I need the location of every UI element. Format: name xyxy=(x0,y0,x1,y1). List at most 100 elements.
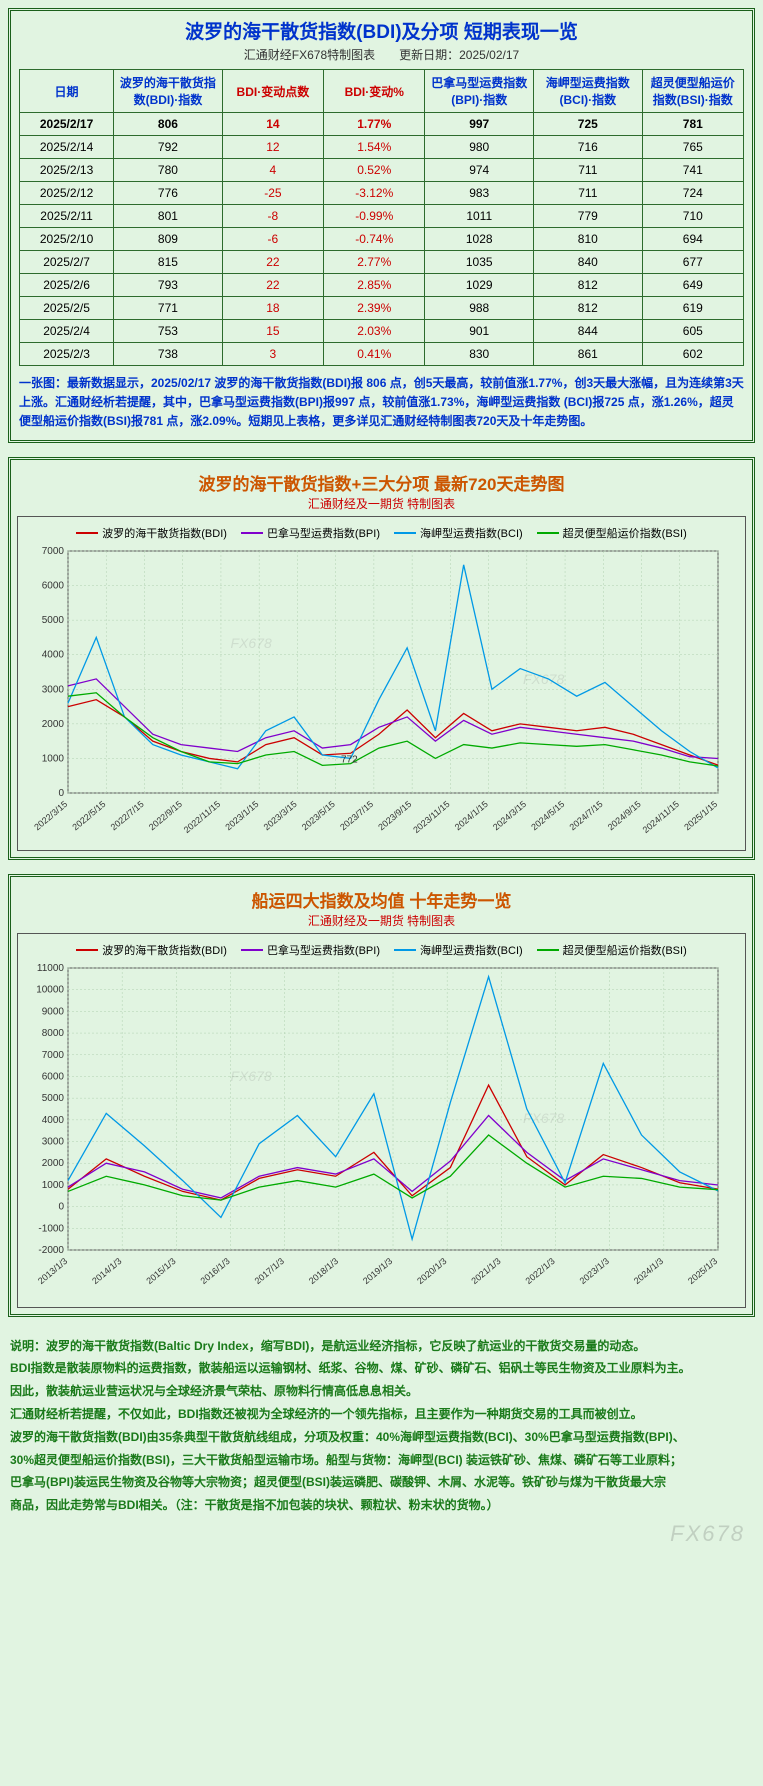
table-cell: 1028 xyxy=(425,228,534,251)
legend-swatch xyxy=(537,949,559,951)
table-cell: 2.03% xyxy=(324,320,425,343)
svg-text:2022/7/15: 2022/7/15 xyxy=(109,798,146,831)
footer-line: 30%超灵便型船运价指数(BSI)，三大干散货船型运输市场。船型与货物：海岬型(… xyxy=(10,1449,753,1472)
table-header: BDI·变动点数 xyxy=(222,70,323,113)
svg-text:2022/3/15: 2022/3/15 xyxy=(32,798,69,831)
table-cell: 725 xyxy=(534,113,643,136)
svg-text:2022/1/3: 2022/1/3 xyxy=(524,1255,557,1285)
svg-text:2025/1/15: 2025/1/15 xyxy=(682,798,719,831)
svg-text:-1000: -1000 xyxy=(38,1223,64,1234)
table-header: 超灵便型船运价指数(BSI)·指数 xyxy=(642,70,743,113)
table-cell: 12 xyxy=(222,136,323,159)
svg-text:2022/9/15: 2022/9/15 xyxy=(147,798,184,831)
svg-text:2023/5/15: 2023/5/15 xyxy=(300,798,337,831)
legend-label: 巴拿马型运费指数(BPI) xyxy=(267,525,380,541)
table-cell: 3 xyxy=(222,343,323,366)
table-cell: 997 xyxy=(425,113,534,136)
svg-text:-2000: -2000 xyxy=(38,1245,64,1256)
svg-text:9000: 9000 xyxy=(42,1006,65,1017)
legend-label: 超灵便型船运价指数(BSI) xyxy=(563,942,687,958)
legend-item: 超灵便型船运价指数(BSI) xyxy=(537,525,687,541)
chart2-legend: 波罗的海干散货指数(BDI)巴拿马型运费指数(BPI)海岬型运费指数(BCI)超… xyxy=(20,942,743,958)
chart2-svg: -2000-1000010002000300040005000600070008… xyxy=(20,960,730,1300)
svg-text:2022/11/15: 2022/11/15 xyxy=(182,798,222,834)
table-cell: 753 xyxy=(114,320,223,343)
svg-text:2022/5/15: 2022/5/15 xyxy=(70,798,107,831)
footer-line: 汇通财经析若提醒，不仅如此，BDI指数还被视为全球经济的一个领先指标，且主要作为… xyxy=(10,1403,753,1426)
svg-text:6000: 6000 xyxy=(42,1071,65,1082)
table-cell: 2.85% xyxy=(324,274,425,297)
legend-label: 海岬型运费指数(BCI) xyxy=(420,525,523,541)
svg-text:2020/1/3: 2020/1/3 xyxy=(415,1255,448,1285)
table-cell: 0.41% xyxy=(324,343,425,366)
watermark-footer: FX678 xyxy=(8,1521,755,1547)
table-cell: 2025/2/4 xyxy=(20,320,114,343)
svg-text:2023/1/3: 2023/1/3 xyxy=(578,1255,611,1285)
legend-swatch xyxy=(76,949,98,951)
table-row: 2025/2/10809-6-0.74%1028810694 xyxy=(20,228,744,251)
svg-text:0: 0 xyxy=(58,788,64,799)
legend-item: 波罗的海干散货指数(BDI) xyxy=(76,525,227,541)
footer-line: 波罗的海干散货指数(BDI)由35条典型干散货航线组成，分项及权重：40%海岬型… xyxy=(10,1426,753,1449)
table-cell: 861 xyxy=(534,343,643,366)
svg-text:2000: 2000 xyxy=(42,718,65,729)
svg-text:7000: 7000 xyxy=(42,1049,65,1060)
table-header: 波罗的海干散货指数(BDI)·指数 xyxy=(114,70,223,113)
table-cell: 830 xyxy=(425,343,534,366)
table-subtitle: 汇通财经FX678特制图表 更新日期：2025/02/17 xyxy=(19,46,744,63)
svg-text:2024/5/15: 2024/5/15 xyxy=(529,798,566,831)
legend-label: 波罗的海干散货指数(BDI) xyxy=(102,525,227,541)
table-cell: 2025/2/7 xyxy=(20,251,114,274)
svg-text:2023/3/15: 2023/3/15 xyxy=(262,798,299,831)
table-footnote: 一张图：最新数据显示，2025/02/17 波罗的海干散货指数(BDI)报 80… xyxy=(19,374,744,432)
table-cell: 792 xyxy=(114,136,223,159)
footer-line: 巴拿马(BPI)装运民生物资及谷物等大宗物资；超灵便型(BSI)装运磷肥、碳酸钾… xyxy=(10,1471,753,1494)
legend-item: 海岬型运费指数(BCI) xyxy=(394,525,523,541)
svg-text:4000: 4000 xyxy=(42,1114,65,1125)
svg-text:772: 772 xyxy=(341,754,358,765)
footer-line: 商品，因此走势常与BDI相关。（注：干散货是指不加包装的块状、颗粒状、粉末状的货… xyxy=(10,1494,753,1517)
table-row: 2025/2/1378040.52%974711741 xyxy=(20,159,744,182)
table-cell: 776 xyxy=(114,182,223,205)
chart2-subtitle: 汇通财经及一期货 特制图表 xyxy=(17,912,746,929)
svg-text:1000: 1000 xyxy=(42,1179,65,1190)
chart-720d-section: 波罗的海干散货指数+三大分项 最新720天走势图 汇通财经及一期货 特制图表 波… xyxy=(8,457,755,860)
table-cell: 988 xyxy=(425,297,534,320)
svg-text:4000: 4000 xyxy=(42,649,65,660)
table-cell: -0.99% xyxy=(324,205,425,228)
svg-text:2024/11/15: 2024/11/15 xyxy=(641,798,681,834)
svg-text:2024/1/3: 2024/1/3 xyxy=(632,1255,665,1285)
table-cell: 2025/2/10 xyxy=(20,228,114,251)
legend-label: 巴拿马型运费指数(BPI) xyxy=(267,942,380,958)
svg-text:2019/1/3: 2019/1/3 xyxy=(361,1255,394,1285)
chart-10y-section: 船运四大指数及均值 十年走势一览 汇通财经及一期货 特制图表 波罗的海干散货指数… xyxy=(8,874,755,1317)
table-cell: 22 xyxy=(222,251,323,274)
legend-swatch xyxy=(76,532,98,534)
table-cell: 724 xyxy=(642,182,743,205)
table-cell: 694 xyxy=(642,228,743,251)
chart1-subtitle: 汇通财经及一期货 特制图表 xyxy=(17,495,746,512)
legend-item: 波罗的海干散货指数(BDI) xyxy=(76,942,227,958)
table-cell: 809 xyxy=(114,228,223,251)
legend-label: 超灵便型船运价指数(BSI) xyxy=(563,525,687,541)
svg-text:1000: 1000 xyxy=(42,753,65,764)
table-title: 波罗的海干散货指数(BDI)及分项 短期表现一览 xyxy=(19,17,744,44)
svg-text:0: 0 xyxy=(58,1201,64,1212)
table-cell: 844 xyxy=(534,320,643,343)
svg-text:8000: 8000 xyxy=(42,1028,65,1039)
table-cell: 812 xyxy=(534,274,643,297)
svg-text:2023/7/15: 2023/7/15 xyxy=(338,798,375,831)
table-cell: 810 xyxy=(534,228,643,251)
bdi-table-section: 波罗的海干散货指数(BDI)及分项 短期表现一览 汇通财经FX678特制图表 更… xyxy=(8,8,755,443)
table-cell: 2025/2/6 xyxy=(20,274,114,297)
svg-text:2024/7/15: 2024/7/15 xyxy=(567,798,604,831)
legend-item: 巴拿马型运费指数(BPI) xyxy=(241,942,380,958)
table-cell: 716 xyxy=(534,136,643,159)
svg-text:2021/1/3: 2021/1/3 xyxy=(469,1255,502,1285)
table-cell: 2025/2/14 xyxy=(20,136,114,159)
table-cell: 710 xyxy=(642,205,743,228)
table-cell: 801 xyxy=(114,205,223,228)
svg-text:7000: 7000 xyxy=(42,546,65,557)
footer-explanation: 说明：波罗的海干散货指数(Baltic Dry Index，缩写BDI)，是航运… xyxy=(8,1331,755,1521)
chart1-legend: 波罗的海干散货指数(BDI) 巴拿马型运费指数(BPI) 海岬型运费指数(BCI) 超… xyxy=(20,525,743,541)
